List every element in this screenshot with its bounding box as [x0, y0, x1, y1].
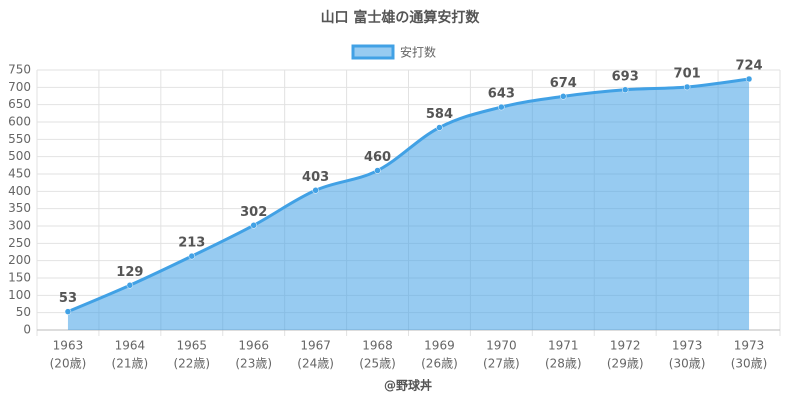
- x-tick-label: (28歳): [545, 357, 582, 371]
- x-tick-label: (22歳): [173, 357, 210, 371]
- point: [374, 167, 381, 174]
- x-tick-label: (30歳): [669, 357, 706, 371]
- x-tick-label: (26歳): [421, 357, 458, 371]
- x-tick-label: 1973: [734, 339, 765, 353]
- value-label: 674: [550, 76, 577, 91]
- y-tick-label: 50: [16, 305, 31, 319]
- x-tick-label: (23歳): [235, 357, 272, 371]
- legend-label: 安打数: [400, 45, 436, 60]
- point: [312, 187, 319, 194]
- point: [745, 75, 753, 83]
- value-label: 213: [178, 236, 205, 251]
- y-tick-label: 350: [8, 201, 31, 215]
- x-tick-label: 1969: [424, 339, 455, 353]
- point: [126, 282, 134, 289]
- y-tick-label: 550: [8, 132, 31, 146]
- footer: @野球丼: [384, 378, 432, 393]
- value-label: 693: [612, 69, 639, 84]
- x-tick-label: (21歳): [112, 357, 149, 371]
- point: [436, 124, 443, 131]
- x-tick-label: (30歳): [731, 357, 768, 371]
- point: [560, 93, 567, 100]
- y-tick-label: 600: [8, 115, 31, 129]
- value-label: 584: [426, 107, 453, 122]
- chart-title: 山口 富士雄の通算安打数: [321, 9, 481, 26]
- area: [67, 79, 750, 330]
- value-label: 403: [302, 170, 329, 185]
- value-label: 460: [364, 150, 391, 165]
- y-tick-label: 0: [23, 323, 31, 337]
- legend-swatch: [351, 44, 395, 60]
- value-label: 129: [116, 265, 143, 280]
- y-tick-label: 450: [8, 167, 31, 181]
- x-tick-label: (24歳): [297, 357, 334, 371]
- value-label: 724: [735, 59, 762, 74]
- point: [498, 103, 505, 111]
- x-tick-label: 1963: [53, 339, 84, 353]
- y-tick-label: 700: [8, 80, 31, 94]
- x-tick-label: 1967: [300, 339, 331, 353]
- value-label: 701: [674, 66, 701, 81]
- y-tick-label: 500: [8, 149, 31, 163]
- y-tick-label: 200: [8, 253, 31, 267]
- y-tick-label: 650: [8, 97, 31, 111]
- x-tick-label: 1968: [362, 339, 393, 353]
- x-tick-label: (29歳): [607, 357, 644, 371]
- x-tick-label: 1971: [548, 339, 579, 353]
- y-tick-label: 750: [8, 63, 31, 77]
- y-tick-label: 300: [8, 219, 31, 233]
- point: [64, 308, 72, 315]
- x-tick-label: (20歳): [50, 357, 87, 371]
- x-tick-label: 1972: [610, 339, 641, 353]
- y-tick-label: 100: [8, 288, 31, 302]
- y-tick-label: 250: [8, 236, 31, 250]
- y-tick-label: 150: [8, 271, 31, 285]
- x-tick-label: 1973: [672, 339, 703, 353]
- point: [683, 83, 691, 91]
- y-tick-label: 400: [8, 184, 31, 198]
- point: [250, 222, 257, 229]
- x-tick-label: (27歳): [483, 357, 520, 371]
- point: [621, 86, 629, 94]
- value-label: 643: [488, 87, 515, 102]
- x-tick-label: 1970: [486, 339, 517, 353]
- x-tick-label: (25歳): [359, 357, 396, 371]
- x-tick-label: 1964: [115, 339, 146, 353]
- point: [188, 252, 196, 260]
- x-tick-label: 1966: [238, 339, 269, 353]
- x-tick-label: 1965: [177, 339, 208, 353]
- value-label: 53: [59, 291, 77, 306]
- value-label: 302: [240, 205, 267, 220]
